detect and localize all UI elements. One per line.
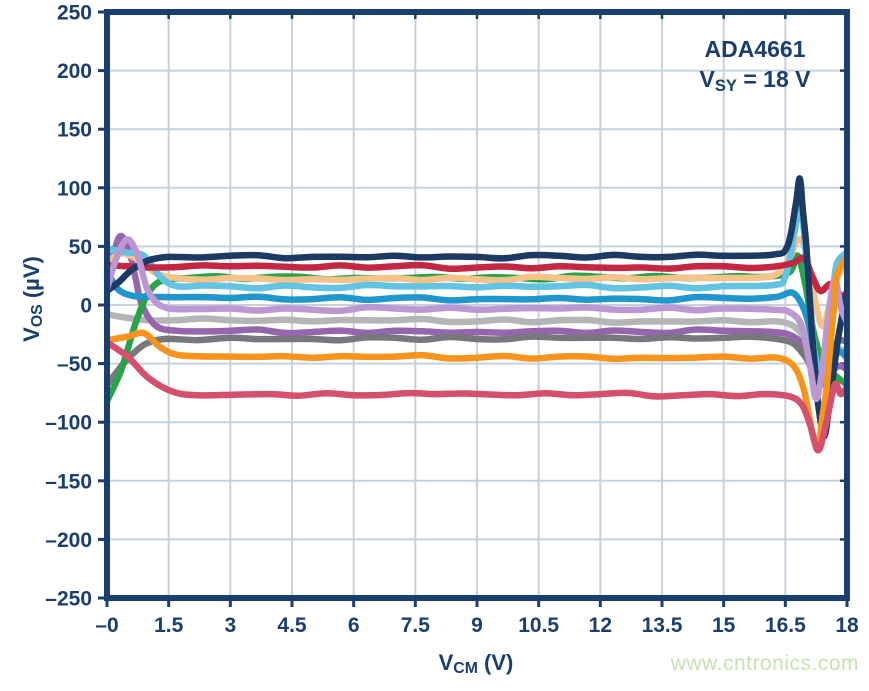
- x-tick-label: 12: [589, 614, 612, 637]
- series-line-unit-lavender: [107, 236, 847, 403]
- x-axis-title-units: (V): [477, 650, 514, 675]
- series-line-unit-orange: [107, 252, 847, 450]
- series-line-unit-raspberry: [107, 339, 847, 454]
- y-axis-title: VOS (µV): [19, 209, 47, 389]
- x-tick-label: –0: [95, 614, 118, 637]
- y-axis-title-subscript: OS: [29, 304, 47, 328]
- y-tick-label: –150: [45, 470, 92, 493]
- y-tick-label: 0: [80, 295, 92, 318]
- y-axis-title-symbol: V: [19, 327, 44, 342]
- annotation-vsy-subscript: SY: [714, 76, 737, 95]
- y-tick-label: 100: [57, 177, 92, 200]
- plot-frame: [104, 9, 850, 601]
- x-axis-title: VCM (V): [396, 650, 556, 678]
- series-line-unit-navy: [107, 175, 847, 440]
- x-tick-label: 1.5: [154, 614, 184, 637]
- x-tick-label: 9: [471, 614, 483, 637]
- x-axis-title-symbol: V: [438, 650, 454, 675]
- y-tick-label: 250: [57, 2, 92, 25]
- annotation-vsy-value: = 18 V: [736, 66, 811, 93]
- y-tick-label: –250: [45, 588, 92, 611]
- annotation-vsy-symbol: V: [699, 66, 715, 93]
- y-tick-label: –200: [45, 529, 92, 552]
- y-axis-title-units: (µV): [19, 256, 44, 305]
- annotation-part-number: ADA4661: [704, 36, 806, 62]
- series-line-unit-darkgray: [107, 333, 847, 388]
- y-tick-label: –100: [45, 412, 92, 435]
- x-tick-label: 4.5: [277, 614, 307, 637]
- x-tick-label: 10.5: [518, 614, 559, 637]
- annotation-supply-voltage: VSY = 18 V: [660, 64, 850, 95]
- x-tick-label: 6: [348, 614, 360, 637]
- x-tick-label: 13.5: [642, 614, 683, 637]
- y-tick-label: 50: [69, 236, 92, 259]
- series-line-unit-crimson: [107, 254, 847, 303]
- series-line-unit-purple: [107, 232, 847, 388]
- y-tick-label: –50: [57, 353, 92, 376]
- x-tick-label: 18: [835, 614, 859, 637]
- x-tick-label: 15: [712, 614, 736, 637]
- watermark-text: www.cntronics.com: [670, 652, 859, 675]
- y-tick-label: 150: [57, 119, 92, 142]
- x-tick-label: 3: [224, 614, 236, 637]
- x-tick-label: 16.5: [765, 614, 806, 637]
- chart-annotation: ADA4661 VSY = 18 V: [660, 34, 850, 95]
- y-tick-label: 200: [57, 60, 92, 83]
- x-tick-label: 7.5: [401, 614, 431, 637]
- series-line-unit-blue: [107, 266, 847, 382]
- x-axis-title-subscript: CM: [453, 660, 478, 678]
